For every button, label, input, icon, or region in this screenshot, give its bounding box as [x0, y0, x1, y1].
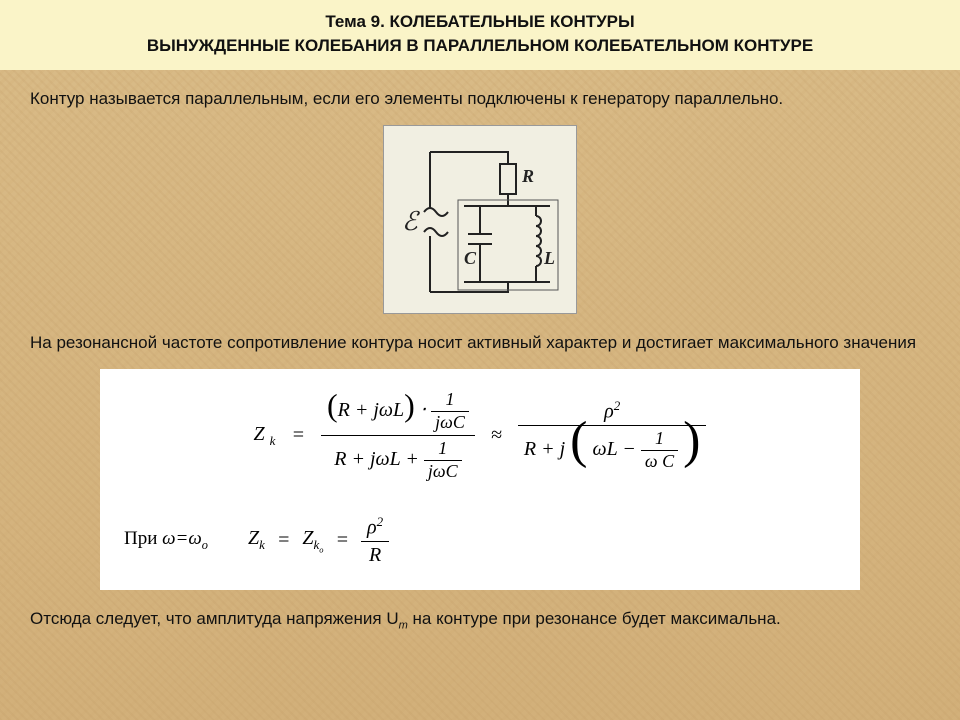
frac-right: ρ2 R + j ( ωL − 1 ω C ) — [518, 397, 707, 474]
approx-sign: ≈ — [491, 424, 502, 447]
eq-sign: = — [291, 424, 305, 447]
header-line2: ВЫНУЖДЕННЫЕ КОЛЕБАНИЯ В ПАРАЛЛЕЛЬНОМ КОЛ… — [30, 36, 930, 56]
resistor-label: R — [521, 166, 534, 186]
circuit-diagram: ℰ R C L — [383, 125, 577, 314]
intro-paragraph: Контур называется параллельным, если его… — [30, 88, 930, 111]
secondary-equation: При ω=ωo Zk = Zko = ρ2 R — [124, 513, 836, 568]
zk-lhs: Z k — [254, 423, 276, 449]
inductor-label: L — [543, 248, 555, 268]
slide-header: Тема 9. КОЛЕБАТЕЛЬНЫЕ КОНТУРЫ ВЫНУЖДЕННЫ… — [0, 0, 960, 70]
frac-left: (R + jωL) ⋅ 1 jωC R + jωL + — [321, 387, 475, 485]
circuit-container: ℰ R C L — [30, 125, 930, 314]
main-equation: Z k = (R + jωL) ⋅ 1 jωC R — [124, 387, 836, 485]
emf-label: ℰ — [402, 207, 420, 236]
header-line1: Тема 9. КОЛЕБАТЕЛЬНЫЕ КОНТУРЫ — [30, 12, 930, 32]
resonance-paragraph: На резонансной частоте сопротивление кон… — [30, 332, 930, 355]
conclusion-paragraph: Отсюда следует, что амплитуда напряжения… — [30, 608, 930, 633]
capacitor-label: C — [464, 248, 477, 268]
circuit-svg: ℰ R C L — [390, 132, 570, 302]
slide: Тема 9. КОЛЕБАТЕЛЬНЫЕ КОНТУРЫ ВЫНУЖДЕННЫ… — [0, 0, 960, 720]
formula-box: Z k = (R + jωL) ⋅ 1 jωC R — [100, 369, 860, 590]
condition: При ω=ωo — [124, 528, 208, 553]
